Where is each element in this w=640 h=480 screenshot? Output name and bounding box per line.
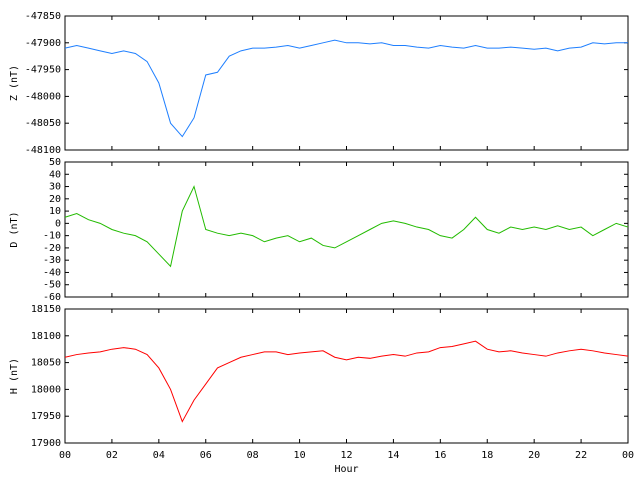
y-tick-label: 30 xyxy=(49,182,61,193)
y-tick-label: 18150 xyxy=(31,304,61,315)
y-tick-label: 18000 xyxy=(31,384,61,395)
x-axis-label: Hour xyxy=(334,464,358,475)
y-tick-label: 17950 xyxy=(31,411,61,422)
y-tick-label: 50 xyxy=(49,157,61,168)
y-axis-label: D (nT) xyxy=(9,211,20,247)
y-tick-label: -10 xyxy=(43,231,61,242)
y-tick-label: -47850 xyxy=(25,11,61,22)
data-line xyxy=(64,185,629,268)
y-tick-label: 18050 xyxy=(31,358,61,369)
y-tick-label: -48050 xyxy=(25,118,61,129)
y-tick-label: -48100 xyxy=(25,145,61,156)
y-tick-label: 17900 xyxy=(31,438,61,449)
x-tick-label: 16 xyxy=(434,450,446,461)
x-tick-label: 06 xyxy=(200,450,212,461)
x-tick-label: 00 xyxy=(59,450,71,461)
plot-frame xyxy=(64,308,629,444)
y-tick-label: -47950 xyxy=(25,65,61,76)
x-tick-label: 14 xyxy=(387,450,399,461)
y-tick-label: -20 xyxy=(43,243,61,254)
x-tick-label: 22 xyxy=(575,450,587,461)
y-axis-label: Z (nT) xyxy=(9,65,20,101)
data-line xyxy=(64,39,628,138)
y-tick-label: -47900 xyxy=(25,38,61,49)
y-tick-label: -60 xyxy=(43,292,61,303)
plot-frame xyxy=(64,15,629,151)
y-tick-label: 40 xyxy=(49,169,61,180)
x-tick-label: 10 xyxy=(294,450,306,461)
y-tick-label: -40 xyxy=(43,267,61,278)
y-tick-label: 10 xyxy=(49,206,61,217)
x-tick-label: 20 xyxy=(528,450,540,461)
x-tick-label: 12 xyxy=(340,450,352,461)
y-tick-label: -50 xyxy=(43,280,61,291)
y-tick-label: -48000 xyxy=(25,91,61,102)
x-tick-label: 00 xyxy=(622,450,634,461)
y-tick-label: 0 xyxy=(55,218,61,229)
y-tick-label: -30 xyxy=(43,255,61,266)
x-tick-label: 04 xyxy=(153,450,165,461)
x-tick-label: 18 xyxy=(481,450,493,461)
y-tick-label: 18100 xyxy=(31,331,61,342)
x-tick-label: 02 xyxy=(106,450,118,461)
y-axis-label: H (nT) xyxy=(9,358,20,394)
data-line xyxy=(64,340,629,423)
y-tick-label: 20 xyxy=(49,194,61,205)
x-tick-label: 08 xyxy=(247,450,259,461)
